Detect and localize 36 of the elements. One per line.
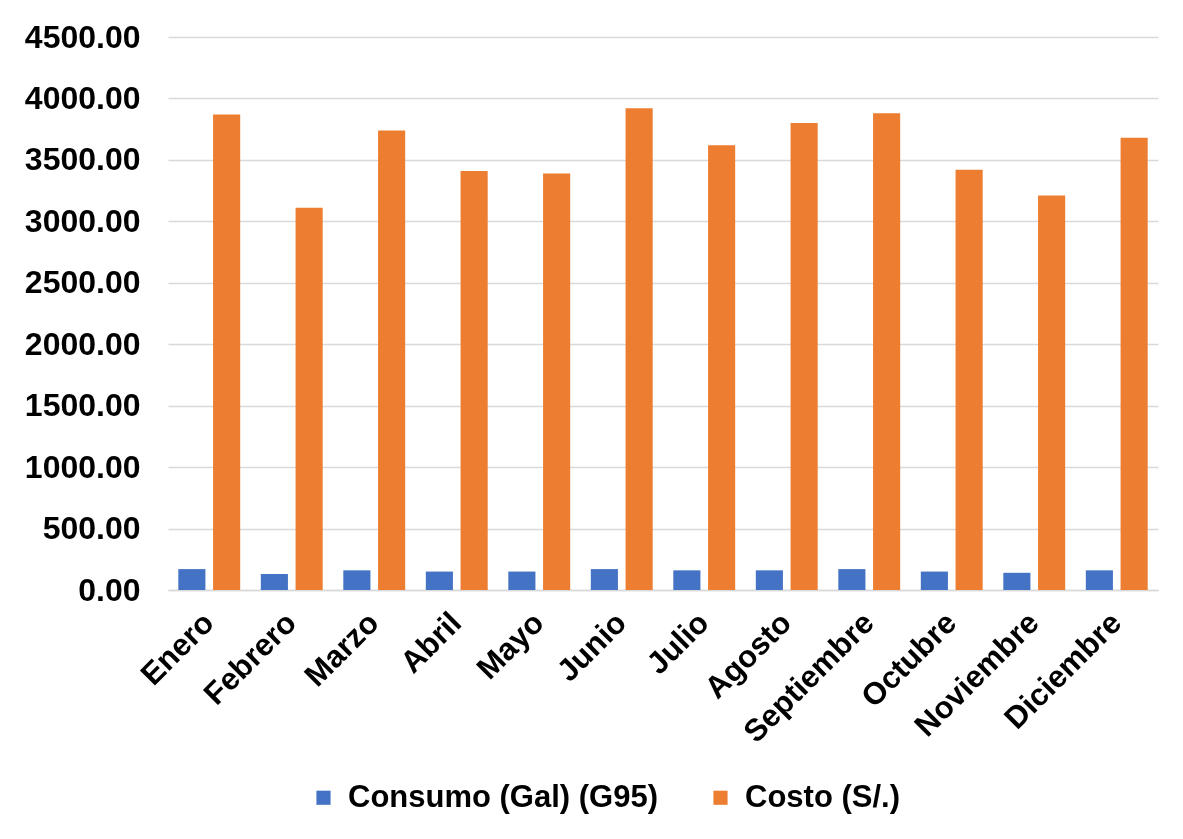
legend-label: Consumo (Gal) (G95)	[348, 778, 659, 814]
bar	[755, 570, 783, 590]
y-tick-label: 1000.00	[24, 448, 141, 485]
bar	[790, 123, 818, 590]
bar	[343, 570, 371, 590]
y-tick-label: 500.00	[42, 510, 141, 547]
bar	[543, 173, 571, 590]
y-tick-label: 2500.00	[24, 264, 141, 301]
y-tick-label: 4500.00	[24, 18, 141, 55]
y-tick-label: 3500.00	[24, 141, 141, 178]
bar	[920, 571, 948, 590]
bar	[425, 571, 453, 590]
bar	[178, 569, 206, 590]
legend-label: Costo (S/.)	[745, 778, 900, 814]
bar	[1085, 570, 1113, 590]
bar	[213, 114, 241, 590]
y-tick-label: 0.00	[78, 571, 141, 608]
bar	[1120, 137, 1148, 590]
y-tick-label: 2000.00	[24, 325, 141, 362]
bar	[1003, 572, 1031, 590]
y-tick-label: 1500.00	[24, 387, 141, 424]
bar	[460, 170, 488, 590]
bar	[295, 207, 323, 590]
bar	[873, 113, 901, 590]
bar	[590, 569, 618, 590]
bar	[1038, 195, 1066, 590]
bar	[708, 145, 736, 590]
y-tick-label: 4000.00	[24, 79, 141, 116]
y-tick-label: 3000.00	[24, 202, 141, 239]
bar	[625, 108, 653, 590]
bar	[260, 574, 288, 590]
bar	[955, 169, 983, 590]
bar	[838, 569, 866, 590]
bar	[508, 571, 536, 590]
bar	[673, 570, 701, 590]
bar	[378, 130, 406, 590]
